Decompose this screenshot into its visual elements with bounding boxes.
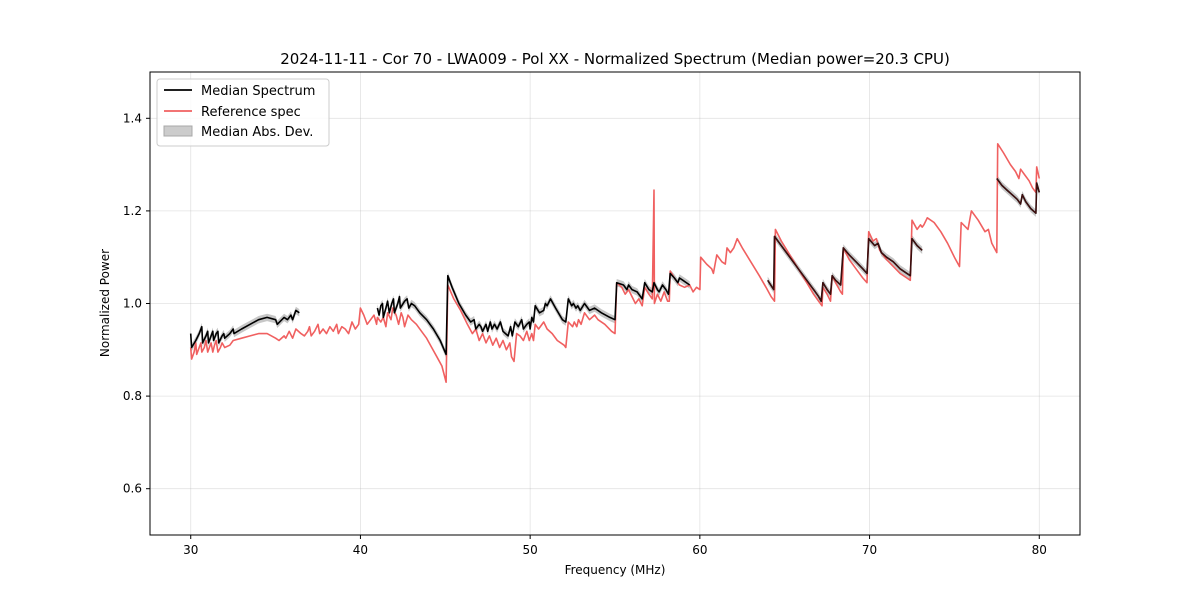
y-tick-label: 0.8 [123, 389, 142, 403]
mad-band-segment [377, 269, 690, 359]
x-tick-label: 70 [862, 543, 877, 557]
legend-reference-label: Reference spec [201, 105, 301, 120]
y-tick-label: 1.0 [123, 297, 142, 311]
legend-box [156, 78, 330, 147]
legend-mad-label: Median Abs. Dev. [201, 125, 313, 140]
legend: Median Spectrum Reference spec Median Ab… [156, 78, 330, 147]
y-tick-label: 1.2 [123, 204, 142, 218]
mad-band-segment [190, 306, 300, 352]
y-axis-ticks: 0.6 0.8 1.0 1.2 1.4 [123, 111, 150, 496]
reference-spectrum-series [189, 143, 1041, 384]
median-spectrum-line [189, 309, 300, 349]
median-spectrum-line [376, 272, 691, 356]
chart-title: 2024-11-11 - Cor 70 - LWA009 - Pol XX - … [280, 50, 950, 68]
reference-spectrum-line [189, 143, 1041, 384]
grid [150, 72, 1080, 535]
legend-mad-swatch [163, 125, 193, 137]
x-tick-label: 50 [523, 543, 538, 557]
overlap-line [767, 235, 923, 302]
x-tick-label: 40 [353, 543, 368, 557]
x-tick-label: 30 [183, 543, 198, 557]
x-tick-label: 60 [692, 543, 707, 557]
y-tick-label: 0.6 [123, 482, 142, 496]
y-axis-label: Normalized Power [98, 249, 112, 357]
x-axis-ticks: 30 40 50 60 70 80 [183, 535, 1047, 557]
overlap-line [996, 178, 1040, 214]
x-tick-label: 80 [1032, 543, 1047, 557]
overlap-series [767, 178, 1040, 302]
x-axis-label: Frequency (MHz) [565, 563, 666, 577]
legend-median-label: Median Spectrum [201, 84, 315, 99]
y-tick-label: 1.4 [123, 111, 142, 125]
